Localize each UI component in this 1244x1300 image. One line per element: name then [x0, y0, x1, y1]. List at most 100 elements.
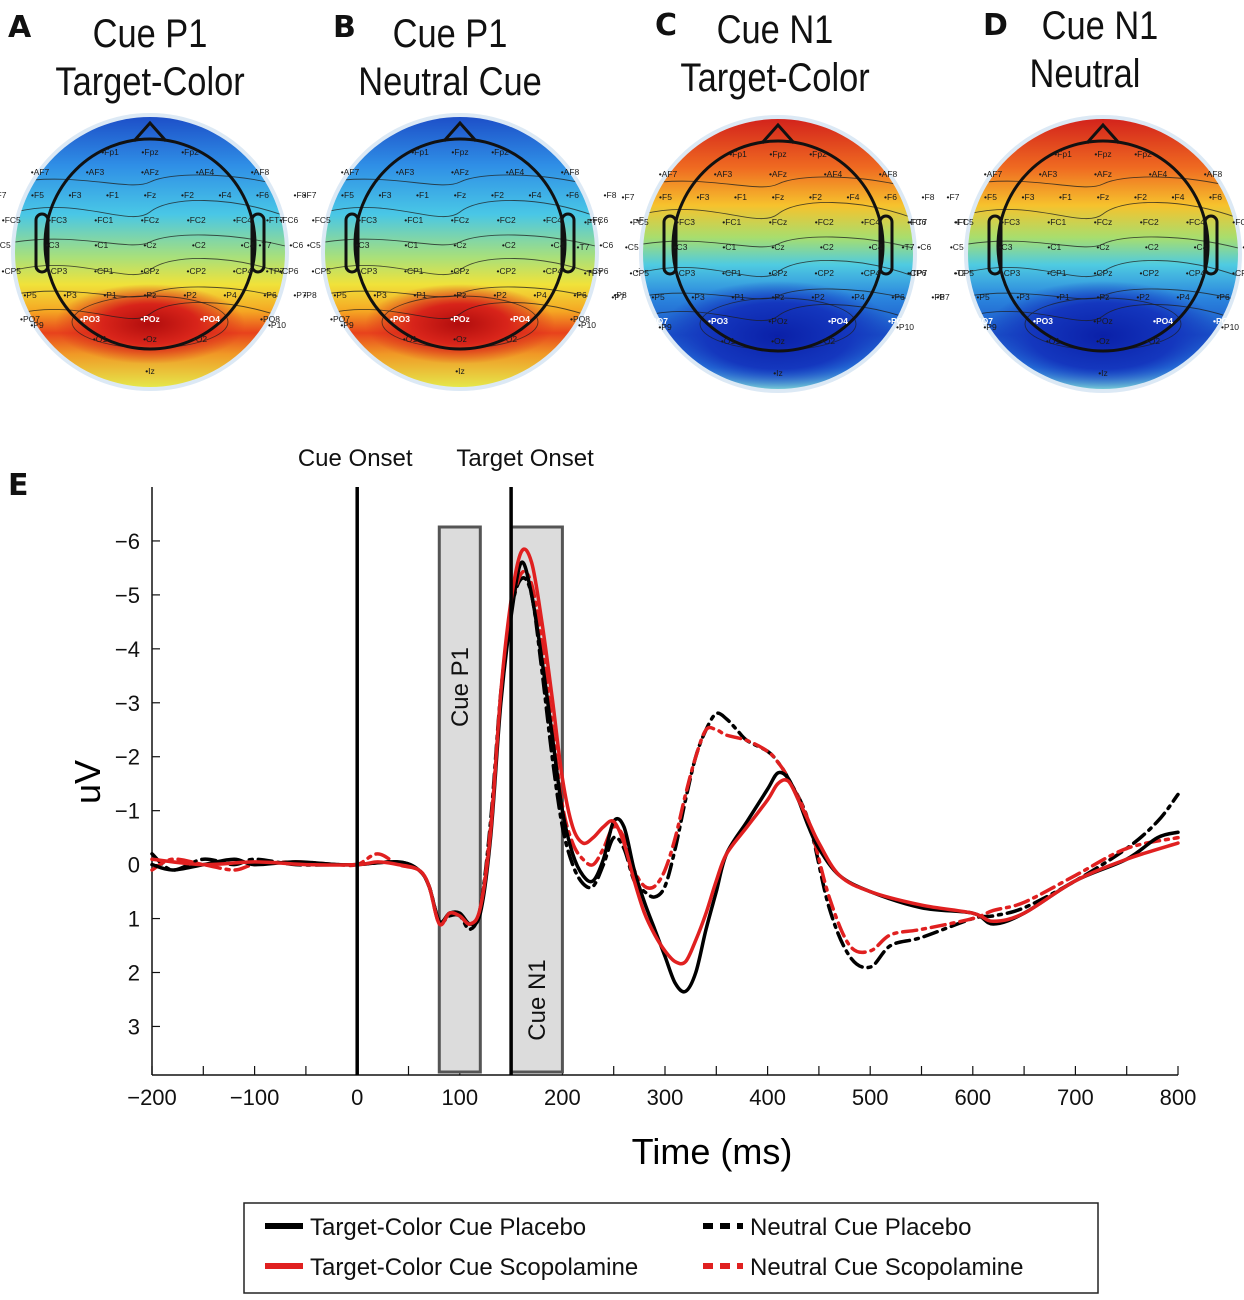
electrode-label-c6: •C6	[289, 240, 303, 250]
electrode-label-fc2: •FC2	[1140, 217, 1159, 227]
topo-map-2: •Fp1 •Fpz •Fp2 •AF7 •AF3 •AFz •AF4 •AF8 •F7 •F5 •F…	[259, 113, 662, 391]
electrode-label-p5: •P5	[333, 290, 347, 300]
electrode-label-p6: •P6	[263, 290, 277, 300]
electrode-label-t7: •T7	[259, 240, 272, 250]
y-tick-label: −3	[115, 691, 140, 716]
electrode-label-f3: •F3	[379, 190, 392, 200]
electrode-label-oz: •Oz	[143, 334, 157, 344]
electrode-label-po8: •PO8	[1213, 316, 1233, 326]
left-ear-outline	[987, 214, 1003, 276]
electrode-label-fp1: •Fp1	[101, 147, 119, 157]
electrode-label-fp2: •Fp2	[181, 147, 199, 157]
electrode-label-p8: •P8	[613, 290, 627, 300]
right-ear-outline	[560, 212, 576, 274]
electrode-label-fc3: •FC3	[676, 217, 695, 227]
electrode-label-cp6: •CP6	[907, 268, 927, 278]
electrode-label-c3: •C3	[356, 240, 370, 250]
electrode-label-cz: •Cz	[453, 240, 466, 250]
electrode-label-fc3: •FC3	[48, 215, 67, 225]
electrode-label-c6: •C6	[1242, 242, 1244, 252]
electrode-label-p2: •P2	[811, 292, 825, 302]
topo-coldspot	[658, 281, 898, 389]
panel-a-title-line2: Target-Color	[55, 60, 245, 104]
electrode-label-p8: •P8	[931, 292, 945, 302]
electrode-label-cp3: •CP3	[48, 266, 68, 276]
electrode-label-f3: •F3	[1022, 192, 1035, 202]
electrode-label-f3: •F3	[697, 192, 710, 202]
topo-map-4: •Fp1 •Fpz •Fp2 •AF7 •AF3 •AFz •AF4 •AF8 •F7 •F5 •F…	[902, 115, 1244, 393]
electrode-label-cp2: •CP2	[496, 266, 516, 276]
electrode-label-af4: •AF4	[506, 167, 525, 177]
electrode-label-po8: •PO8	[260, 314, 280, 324]
electrode-label-c1: •C1	[94, 240, 108, 250]
electrode-label-p4: •P4	[1176, 292, 1190, 302]
electrode-label-fz: •Fz	[772, 192, 784, 202]
x-tick-label: 200	[544, 1085, 581, 1110]
electrode-label-poz: •POz	[1093, 316, 1113, 326]
electrode-label-p9: •P9	[658, 322, 672, 332]
electrode-label-ft7: •FT7	[266, 215, 284, 225]
electrode-label-cpz: •CPz	[450, 266, 469, 276]
electrode-label-po3: •PO3	[390, 314, 410, 324]
legend-label-2: Neutral Cue Placebo	[750, 1214, 971, 1241]
electrode-label-af3: •AF3	[396, 167, 415, 177]
legend: Target-Color Cue Placebo Target-Color Cu…	[243, 1202, 1099, 1294]
electrode-label-cp4: •CP4	[861, 268, 881, 278]
electrode-label-tp7: •TP7	[909, 268, 928, 278]
electrode-label-f6: •F6	[1209, 192, 1222, 202]
topo-hotspot	[55, 284, 245, 364]
electrode-label-po3: •PO3	[80, 314, 100, 324]
x-tick-label: 800	[1160, 1085, 1197, 1110]
electrode-label-f7: •F7	[947, 192, 960, 202]
right-ear-outline	[878, 214, 894, 276]
electrode-label-cz: •Cz	[771, 242, 784, 252]
electrode-label-af4: •AF4	[824, 169, 843, 179]
electrode-label-c1: •C1	[404, 240, 418, 250]
electrode-label-t7: •T7	[577, 242, 590, 252]
electrode-label-c6: •C6	[917, 242, 931, 252]
electrode-label-p6: •P6	[573, 290, 587, 300]
electrode-label-fcz: •FCz	[769, 217, 788, 227]
electrode-label-p6: •P6	[1216, 292, 1230, 302]
electrode-label-f1: •F1	[734, 192, 747, 202]
electrode-label-p1: •P1	[103, 290, 117, 300]
y-tick-label: 2	[128, 961, 140, 986]
electrode-label-f5: •F5	[31, 190, 44, 200]
y-axis-label: uV	[67, 760, 108, 804]
head-outline	[43, 137, 257, 351]
panel-b-title-line2: Neutral Cue	[358, 60, 542, 104]
electrode-label-p3: •P3	[63, 290, 77, 300]
electrode-label-fc2: •FC2	[187, 215, 206, 225]
panel-letter-e: E	[8, 468, 29, 503]
electrode-label-p5: •P5	[23, 290, 37, 300]
electrode-label-p9: •P9	[30, 320, 44, 330]
electrode-label-f7: •F7	[304, 190, 317, 200]
topo-contour-line	[968, 260, 1238, 278]
electrode-label-cz: •Cz	[143, 240, 156, 250]
topo-map-1: •Fp1 •Fpz •Fp2 •AF7 •AF3 •AFz •AF4 •AF8 •F7 •F5 •F…	[0, 113, 352, 391]
electrode-label-f4: •F4	[1172, 192, 1185, 202]
electrode-label-fz: •Fz	[1097, 192, 1109, 202]
x-tick-label: 300	[647, 1085, 684, 1110]
x-tick-label: 600	[954, 1085, 991, 1110]
panel-a-title: Cue P1 Target-Color	[55, 10, 244, 106]
electrode-label-f7: •F7	[0, 190, 7, 200]
electrode-label-fc5: •FC5	[955, 217, 974, 227]
electrode-label-f8: •F8	[922, 192, 935, 202]
topo-contour-line	[968, 288, 1238, 301]
topo-contour-line	[15, 258, 285, 276]
topo-contour-line	[325, 258, 595, 276]
electrode-label-p6: •P6	[891, 292, 905, 302]
y-tick-label: −6	[115, 529, 140, 554]
legend-label-1: Target-Color Cue Scopolamine	[310, 1254, 638, 1281]
electrode-label-ft7: •FT7	[584, 217, 602, 227]
electrode-label-t7: •T7	[902, 242, 915, 252]
electrode-label-cp6: •CP6	[1232, 268, 1244, 278]
electrode-label-p3: •P3	[691, 292, 705, 302]
electrode-label-fpz: •Fpz	[451, 147, 468, 157]
electrode-label-pz: •Pz	[1097, 292, 1110, 302]
electrode-label-f6: •F6	[256, 190, 269, 200]
x-axis-label: Time (ms)	[632, 1131, 793, 1172]
electrode-label-pz: •Pz	[144, 290, 157, 300]
electrode-label-iz: •Iz	[773, 368, 783, 378]
